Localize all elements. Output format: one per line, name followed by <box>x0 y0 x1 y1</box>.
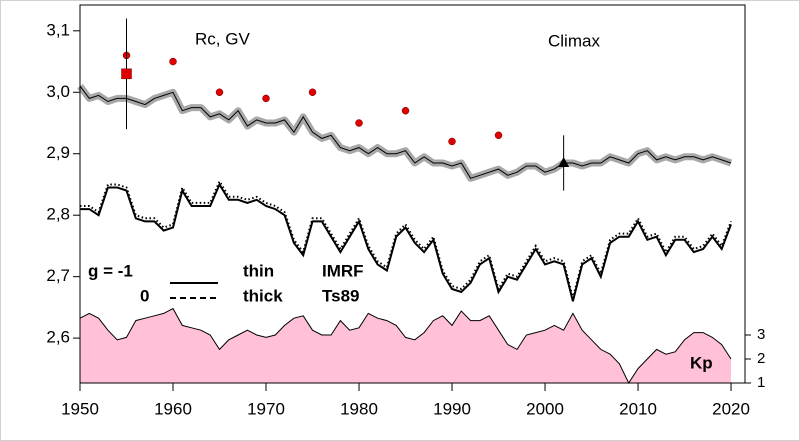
legend-text: g = -1 <box>88 261 133 280</box>
x-tick-label: 1970 <box>247 399 285 418</box>
y-tick-label: 2,8 <box>46 205 70 224</box>
y2-tick-label: 1 <box>757 374 765 391</box>
y-tick-label: 3,0 <box>46 82 70 101</box>
point <box>355 119 363 127</box>
thin-line <box>79 85 732 179</box>
kp-line <box>79 307 732 385</box>
x-tick-label: 1960 <box>154 399 192 418</box>
x-tick-label: 1980 <box>340 399 378 418</box>
y-tick-label: 2,7 <box>46 266 70 285</box>
annotation: Kp <box>690 353 713 372</box>
point <box>401 106 410 115</box>
plot-border <box>79 4 746 384</box>
legend-text: Ts89 <box>322 286 360 305</box>
y2-tick-label: 2 <box>757 350 765 367</box>
x-tick-label: 2000 <box>526 399 564 418</box>
kp-area <box>80 308 732 383</box>
y-tick-label: 2,6 <box>46 328 70 347</box>
legend-text: 0 <box>140 286 149 305</box>
point <box>494 131 503 140</box>
y-tick-label: 2,9 <box>46 143 70 162</box>
point <box>121 68 132 80</box>
x-tick-label: 1950 <box>61 399 99 418</box>
y-tick-label: 3,1 <box>46 20 70 39</box>
legend-text: IMRF <box>322 261 364 280</box>
point <box>448 137 456 146</box>
annotation: Climax <box>548 31 600 50</box>
point <box>169 57 177 66</box>
point <box>262 94 270 103</box>
x-tick-label: 2010 <box>619 399 657 418</box>
point <box>308 88 317 97</box>
plot-area <box>80 5 745 383</box>
legend-text: thin <box>243 261 274 280</box>
point <box>558 156 570 167</box>
point <box>215 88 224 97</box>
solid-line <box>80 182 732 302</box>
x-tick-label: 1990 <box>433 399 471 418</box>
y2-tick-label: 3 <box>757 326 765 343</box>
legend-text: thick <box>243 286 283 305</box>
x-tick-label: 2020 <box>712 399 750 418</box>
annotation: Rc, GV <box>195 29 250 48</box>
